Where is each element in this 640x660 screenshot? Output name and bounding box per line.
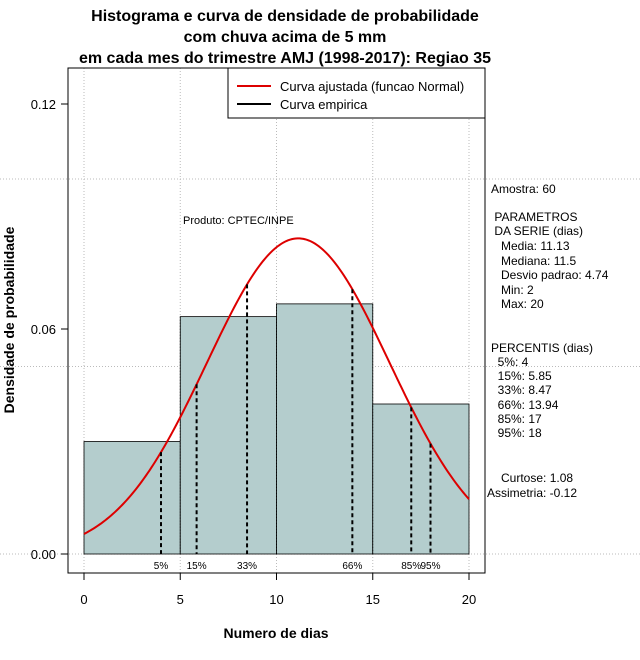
chart-title-line-1: Histograma e curva de densidade de proba… [91, 8, 479, 25]
stat-desvio: Desvio padrao: 4.74 [491, 268, 609, 282]
legend-label: Curva empirica [280, 97, 368, 112]
histogram-bar [83, 441, 181, 555]
y-tick-label: 0.06 [31, 322, 56, 337]
x-tick-label: 5 [177, 592, 184, 607]
chart-title-line-3: em cada mes do trimestre AMJ (1998-2017)… [78, 50, 492, 67]
x-tick-label: 10 [269, 592, 283, 607]
stat-assimetria: Assimetria: -0.12 [487, 486, 578, 500]
stat-amostra: Amostra: 60 [491, 182, 556, 196]
density-curves [83, 237, 470, 535]
stat-p85: 85%: 17 [491, 412, 542, 426]
histogram-bars [83, 303, 470, 555]
stat-mediana: Mediana: 11.5 [491, 254, 577, 268]
stat-max: Max: 20 [491, 297, 544, 311]
percentile-label: 15% [187, 561, 207, 572]
x-tick-label: 15 [366, 592, 380, 607]
stat-media: Media: 11.13 [491, 239, 570, 253]
legend-box [227, 67, 486, 119]
x-tick-label: 20 [462, 592, 476, 607]
stat-p15: 15%: 5.85 [491, 369, 552, 383]
histogram-bar [179, 316, 277, 555]
percentile-label: 5% [154, 561, 169, 572]
y-tick-label: 0.12 [31, 97, 56, 112]
x-tick-label: 0 [80, 592, 87, 607]
legend: Curva ajustada (funcao Normal) Curva empi… [227, 67, 486, 119]
percentile-label: 85% [401, 561, 421, 572]
percentile-label: 33% [237, 561, 257, 572]
stat-p5: 5%: 4 [491, 355, 529, 369]
x-axis-label: Numero de dias [223, 625, 328, 641]
histogram-bar [276, 303, 374, 555]
stat-parametros-sub: DA SERIE (dias) [491, 224, 584, 238]
stat-p33: 33%: 8.47 [491, 383, 552, 397]
legend-label: Curva ajustada (funcao Normal) [280, 79, 464, 94]
y-axis-label: Densidade de probabilidade [1, 226, 17, 413]
annotation-produto: Produto: CPTEC/INPE [183, 215, 294, 227]
percentile-lines: 5% 15% 33% 66% 85% 95% [154, 284, 441, 572]
stat-p66: 66%: 13.94 [491, 398, 559, 412]
percentile-label: 95% [420, 561, 440, 572]
stat-p95: 95%: 18 [491, 426, 542, 440]
stat-percentis-title: PERCENTIS (dias) [491, 341, 594, 355]
stat-parametros-title: PARAMETROS [491, 210, 578, 224]
y-tick-label: 0.00 [31, 547, 56, 562]
percentile-label: 66% [342, 561, 362, 572]
normal-curve-line [83, 237, 470, 535]
stat-min: Min: 2 [491, 283, 534, 297]
stat-curtose: Curtose: 1.08 [491, 471, 574, 485]
chart-title-line-2: com chuva acima de 5 mm [183, 29, 387, 46]
